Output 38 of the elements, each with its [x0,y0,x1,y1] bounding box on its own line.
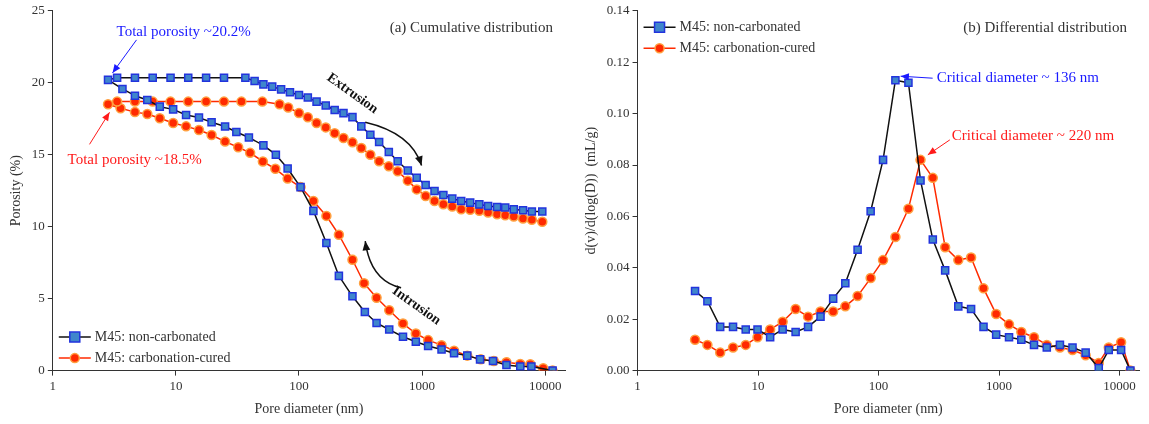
y-tick-label: 25 [31,2,45,18]
annotation: Total porosity ~20.2% [116,22,251,39]
y-tick-label: 0.04 [606,259,631,275]
x-tick-label: 10000 [528,377,562,393]
text: (a) Cumulative distribution [389,19,554,37]
y-tick-label: 0.00 [606,362,630,378]
y-tick-label: 0.14 [606,2,631,18]
legend-label: M45: non-carbonated [94,328,216,344]
annotation: Critical diameter ~ 220 nm [951,126,1115,143]
y-tick-label: 0 [38,362,45,378]
y-tick-label: 0.02 [606,310,630,326]
x-tick-label: 10 [751,377,765,393]
x-tick-label: 100 [289,377,309,393]
y-axis-title: Porosity (%) [8,154,25,227]
x-axis-title: Pore diameter (nm) [833,401,944,418]
y-tick-label: 0.08 [606,156,630,172]
annotation: Critical diameter ~ 136 nm [936,69,1100,86]
x-tick-label: 1000 [409,377,436,393]
text: (b) Differential distribution [963,19,1128,37]
x-tick-label: 1000 [986,377,1013,393]
legend-label: M45: non-carbonated [679,18,801,34]
y-tick-label: 10 [31,218,45,234]
y-tick-label: 5 [38,290,45,306]
x-tick-label: 10000 [1103,377,1136,393]
y-tick-label: 20 [31,74,45,90]
x-tick-label: 1 [49,377,57,393]
y-tick-label: 0.12 [606,53,630,69]
annotation: Total porosity ~18.5% [67,151,202,168]
y-axis-title: d(v)/d(log(D)) (mL/g) [583,126,600,255]
y-tick-label: 0.06 [606,207,631,223]
legend-label: M45: carbonation-cured [679,39,816,55]
x-tick-label: 100 [868,377,889,393]
legend-label: M45: carbonation-cured [94,349,231,365]
y-tick-label: 0.10 [606,105,630,121]
x-tick-label: 10 [169,377,183,393]
y-tick-label: 15 [31,146,45,162]
x-axis-title: Pore diameter (nm) [254,401,364,418]
x-tick-label: 1 [634,377,641,393]
